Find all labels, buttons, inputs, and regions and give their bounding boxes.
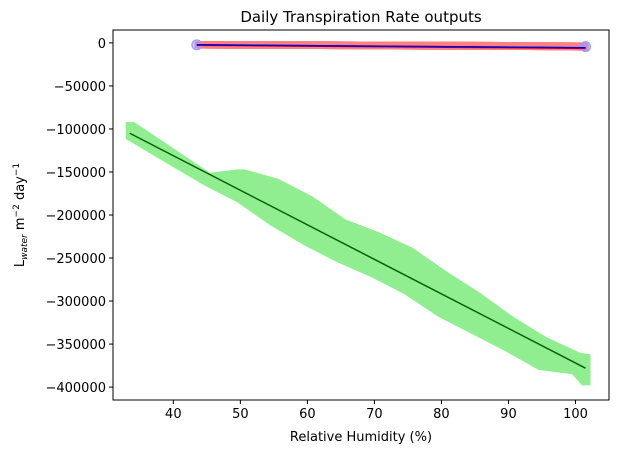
y-tick-label: −50000 [54,80,106,95]
y-tick-label: 0 [98,37,106,52]
y-tick-label: −350000 [45,338,106,353]
y-axis-label-main: L [13,259,28,267]
x-tick-label: 80 [433,407,450,422]
x-tick-label: 100 [563,407,588,422]
x-tick-label: 60 [299,407,316,422]
fit-line [129,132,586,369]
y-axis-label-exp1: −2 [12,204,22,217]
y-tick-label: −150000 [45,166,106,181]
fit-line [196,44,586,49]
plot-content [125,39,592,386]
x-tick-label: 50 [232,407,249,422]
x-tick-label: 40 [165,407,182,422]
y-tick-label: −400000 [45,381,106,396]
y-axis-label-unit: m [13,217,28,234]
y-tick-label: −200000 [45,209,106,224]
series-1 [191,39,592,53]
x-axis-ticks: 40 50 60 70 80 90 100 [165,400,588,422]
y-tick-label: −100000 [45,123,106,138]
x-tick-label: 70 [366,407,383,422]
data-point [580,41,592,53]
series-0 [125,122,591,386]
y-axis-label-subscript: water [20,233,30,260]
y-axis-label: Lwater m−2 day−1 [12,163,30,267]
chart-title: Daily Transpiration Rate outputs [240,8,482,26]
y-axis-label-exp2: −1 [12,163,22,176]
y-tick-label: −300000 [45,295,106,310]
x-axis-label: Relative Humidity (%) [290,430,432,445]
y-axis-label-mid: day [13,176,28,204]
x-tick-label: 90 [500,407,517,422]
y-axis-ticks: 0 −50000 −100000 −150000 −200000 −250000 −3000… [45,37,113,396]
y-tick-label: −250000 [45,252,106,267]
data-point [581,354,591,386]
